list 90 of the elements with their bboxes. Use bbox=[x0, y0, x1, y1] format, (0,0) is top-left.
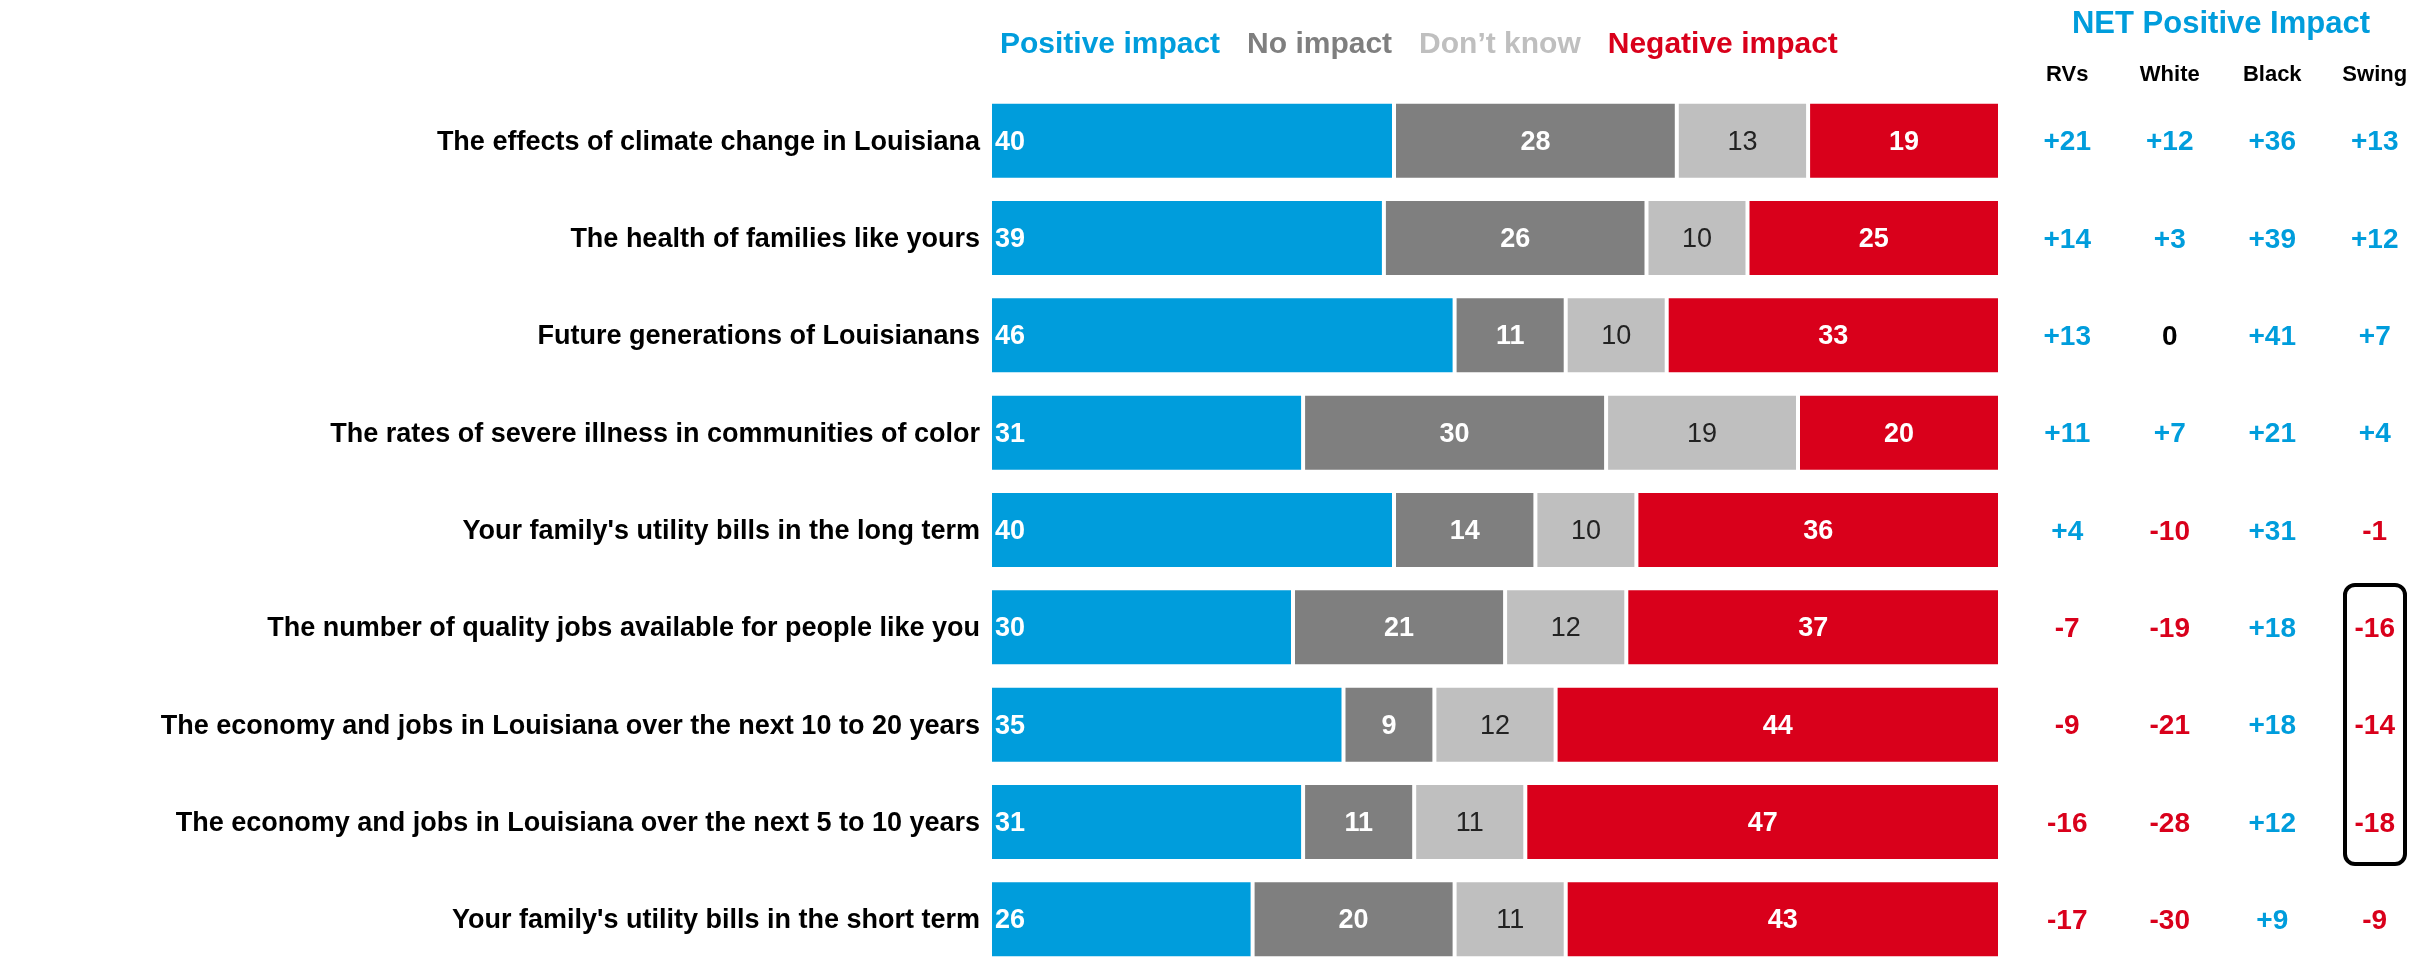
data-label: +7 bbox=[2153, 417, 2186, 449]
y-tick-label: The health of families like yours bbox=[570, 223, 980, 253]
data-label: +4 bbox=[2358, 417, 2392, 449]
chart-title: NET Positive Impact bbox=[2071, 5, 2371, 40]
data-label: +11 bbox=[2044, 417, 2091, 449]
data-label: -21 bbox=[2149, 709, 2190, 741]
data-label: 43 bbox=[1767, 904, 1798, 935]
y-tick-label: The rates of severe illness in communities of color bbox=[330, 417, 981, 448]
data-label: +12 bbox=[2248, 806, 2296, 838]
text: Don’t know bbox=[1419, 25, 1582, 59]
data-label: 25 bbox=[1858, 223, 1889, 253]
data-label: 19 bbox=[1889, 125, 1920, 156]
data-label: 28 bbox=[1520, 125, 1551, 156]
data-label: +39 bbox=[2248, 222, 2296, 254]
data-label: +36 bbox=[2248, 125, 2296, 157]
data-label: 12 bbox=[1479, 709, 1511, 740]
data-label: 14 bbox=[1449, 515, 1480, 545]
y-tick-label: Your family's utility bills in the long term bbox=[462, 515, 980, 545]
data-label: 40 bbox=[995, 125, 1026, 156]
data-label: 11 bbox=[1455, 807, 1484, 837]
data-label: 30 bbox=[1439, 417, 1470, 448]
data-label: +12 bbox=[2351, 222, 2399, 254]
data-label: 10 bbox=[1570, 515, 1601, 545]
data-label: -9 bbox=[2362, 903, 2388, 935]
data-label: -14 bbox=[2354, 709, 2396, 741]
data-label: +3 bbox=[2153, 222, 2186, 254]
data-label: -28 bbox=[2149, 806, 2190, 838]
series-label: Negative impact bbox=[1607, 25, 1838, 59]
data-label: -18 bbox=[2354, 806, 2395, 838]
data-label: 12 bbox=[1550, 612, 1581, 643]
x-tick-label: White bbox=[2139, 60, 2200, 86]
data-label: 47 bbox=[1747, 807, 1778, 837]
data-label: -16 bbox=[2047, 806, 2088, 838]
data-label: 0 bbox=[2161, 319, 2178, 351]
data-label: -1 bbox=[2362, 514, 2388, 546]
y-tick-label: The economy and jobs in Louisiana over the next 10 to 20 years bbox=[160, 709, 980, 740]
series-label: No impact bbox=[1247, 25, 1393, 59]
data-label: 30 bbox=[995, 612, 1026, 643]
data-label: 11 bbox=[1495, 320, 1525, 351]
data-label: 9 bbox=[1381, 709, 1397, 740]
data-label: 44 bbox=[1762, 709, 1793, 740]
data-label: -17 bbox=[2047, 903, 2088, 935]
data-label: +7 bbox=[2358, 319, 2391, 351]
data-label: -10 bbox=[2149, 514, 2190, 546]
data-label: 40 bbox=[995, 515, 1026, 545]
x-tick-label: RVs bbox=[2046, 60, 2089, 86]
data-label: 11 bbox=[1344, 807, 1373, 837]
data-label: -7 bbox=[2054, 611, 2080, 643]
y-tick-label: The economy and jobs in Louisiana over the next 5 to 10 years bbox=[175, 807, 980, 837]
data-label: 37 bbox=[1798, 612, 1829, 643]
data-label: 13 bbox=[1727, 125, 1758, 156]
data-label: -19 bbox=[2149, 611, 2190, 643]
data-label: +13 bbox=[2351, 125, 2399, 157]
data-label: 26 bbox=[995, 904, 1026, 935]
data-label: +12 bbox=[2146, 125, 2194, 157]
y-tick-label: The effects of climate change in Louisiana bbox=[436, 125, 981, 156]
x-tick-label: Black bbox=[2242, 60, 2303, 86]
series-label: Positive impact bbox=[1000, 25, 1221, 59]
data-label: -9 bbox=[2054, 709, 2080, 741]
data-label: +14 bbox=[2043, 222, 2092, 254]
data-label: 35 bbox=[995, 709, 1026, 740]
data-label: +9 bbox=[2256, 903, 2289, 935]
y-tick-label: The number of quality jobs available for people like you bbox=[267, 612, 980, 643]
data-label: +41 bbox=[2248, 319, 2296, 351]
data-label: 21 bbox=[1384, 612, 1415, 643]
data-label: 20 bbox=[1883, 417, 1915, 448]
data-label: +21 bbox=[2043, 125, 2091, 157]
data-label: +18 bbox=[2248, 709, 2296, 741]
data-label: 33 bbox=[1818, 320, 1849, 351]
data-label: 19 bbox=[1687, 417, 1718, 448]
data-label: 10 bbox=[1681, 223, 1713, 253]
data-label: 39 bbox=[995, 223, 1026, 253]
data-label: -30 bbox=[2149, 903, 2190, 935]
data-label: +31 bbox=[2248, 514, 2296, 546]
data-label: 36 bbox=[1803, 515, 1834, 545]
data-label: +13 bbox=[2043, 319, 2091, 351]
data-label: -16 bbox=[2354, 611, 2395, 643]
data-label: 10 bbox=[1601, 320, 1632, 351]
data-label: 20 bbox=[1338, 904, 1369, 935]
data-label: +21 bbox=[2248, 417, 2296, 449]
data-label: +4 bbox=[2051, 514, 2084, 546]
data-label: 26 bbox=[1500, 223, 1531, 253]
y-tick-label: Future generations of Louisianans bbox=[537, 320, 980, 351]
data-label: +18 bbox=[2248, 611, 2296, 643]
data-label: 46 bbox=[995, 320, 1026, 351]
x-tick-label: Swing bbox=[2342, 60, 2408, 86]
data-label: 31 bbox=[995, 417, 1026, 448]
data-label: 11 bbox=[1496, 904, 1525, 935]
y-tick-label: Your family's utility bills in the short term bbox=[451, 904, 980, 935]
data-label: 31 bbox=[995, 807, 1026, 837]
